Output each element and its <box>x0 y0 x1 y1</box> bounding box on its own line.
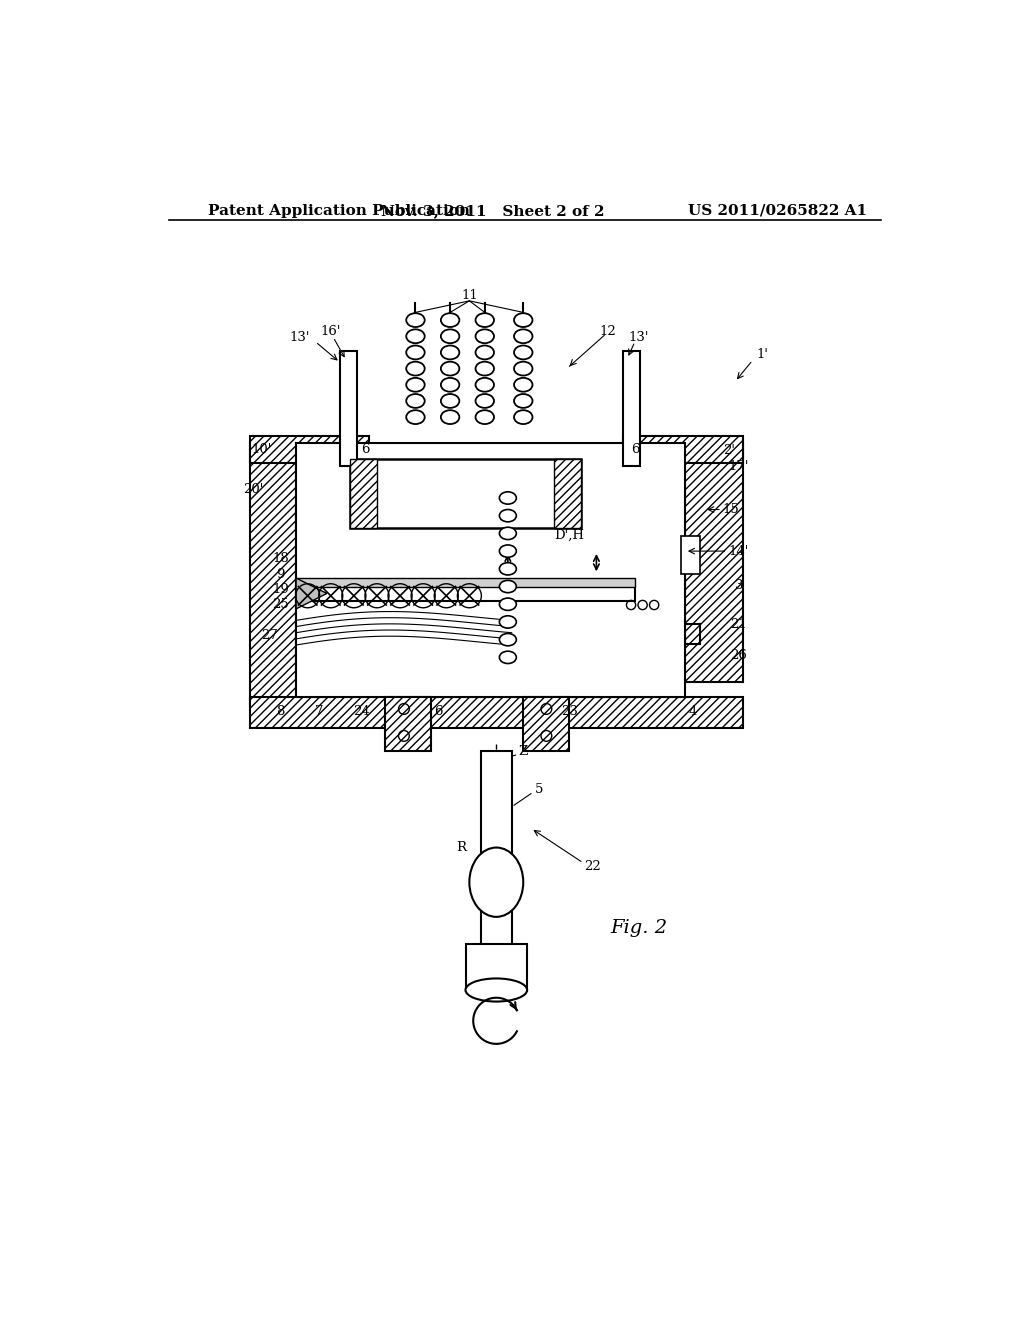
Text: 13': 13' <box>290 331 310 345</box>
Text: 4: 4 <box>688 705 697 718</box>
Text: 24: 24 <box>353 705 370 718</box>
Text: 1': 1' <box>756 348 768 362</box>
Text: Z: Z <box>518 744 528 758</box>
Ellipse shape <box>441 395 460 408</box>
Bar <box>296 586 635 601</box>
Ellipse shape <box>475 330 494 343</box>
Text: 13': 13' <box>629 331 649 345</box>
Bar <box>554 459 581 528</box>
Text: 7: 7 <box>315 705 324 718</box>
Ellipse shape <box>500 492 516 504</box>
Ellipse shape <box>514 378 532 392</box>
Text: 27: 27 <box>261 630 278 643</box>
Text: 26: 26 <box>730 648 748 661</box>
Text: 9: 9 <box>276 568 285 581</box>
Text: Fig. 2: Fig. 2 <box>610 920 668 937</box>
Ellipse shape <box>475 346 494 359</box>
Bar <box>250 697 742 729</box>
Polygon shape <box>296 578 327 609</box>
Bar <box>340 351 357 466</box>
Text: 6: 6 <box>434 705 442 718</box>
Ellipse shape <box>475 411 494 424</box>
Ellipse shape <box>407 395 425 408</box>
Text: 17': 17' <box>729 459 750 473</box>
Ellipse shape <box>469 847 523 917</box>
Text: 19: 19 <box>272 583 289 597</box>
Ellipse shape <box>514 346 532 359</box>
Text: 22: 22 <box>584 861 601 874</box>
Ellipse shape <box>441 330 460 343</box>
Bar <box>523 697 569 751</box>
Bar <box>385 697 431 751</box>
Text: 20': 20' <box>244 483 264 496</box>
Ellipse shape <box>475 395 494 408</box>
Text: 23: 23 <box>561 705 578 718</box>
Bar <box>624 351 640 466</box>
Ellipse shape <box>441 346 460 359</box>
Bar <box>350 459 377 528</box>
Text: 25: 25 <box>272 598 289 611</box>
Ellipse shape <box>500 581 516 593</box>
Text: 11: 11 <box>461 289 478 302</box>
Text: 8: 8 <box>276 705 285 718</box>
Ellipse shape <box>500 651 516 664</box>
Ellipse shape <box>441 411 460 424</box>
Bar <box>250 444 296 705</box>
Bar <box>250 436 370 462</box>
Ellipse shape <box>514 411 532 424</box>
Ellipse shape <box>514 313 532 327</box>
Bar <box>296 578 635 587</box>
Text: 18: 18 <box>272 552 289 565</box>
Text: 12: 12 <box>600 325 616 338</box>
Text: 6: 6 <box>361 444 370 455</box>
Text: 15: 15 <box>723 503 739 516</box>
Ellipse shape <box>514 395 532 408</box>
Text: 14': 14' <box>729 545 749 557</box>
Ellipse shape <box>441 313 460 327</box>
Text: 5: 5 <box>535 783 543 796</box>
Ellipse shape <box>514 330 532 343</box>
Ellipse shape <box>500 615 516 628</box>
Ellipse shape <box>500 598 516 610</box>
Ellipse shape <box>407 313 425 327</box>
Ellipse shape <box>441 378 460 392</box>
Ellipse shape <box>500 562 516 576</box>
Ellipse shape <box>407 378 425 392</box>
Bar <box>685 444 742 682</box>
Ellipse shape <box>407 362 425 376</box>
Ellipse shape <box>441 362 460 376</box>
Text: R: R <box>457 841 467 854</box>
Text: 21: 21 <box>730 618 748 631</box>
Text: 6: 6 <box>631 444 639 455</box>
Ellipse shape <box>407 330 425 343</box>
Ellipse shape <box>500 510 516 521</box>
Ellipse shape <box>475 313 494 327</box>
Ellipse shape <box>407 411 425 424</box>
Ellipse shape <box>500 527 516 540</box>
Text: 3: 3 <box>734 579 743 593</box>
Ellipse shape <box>466 978 527 1002</box>
Text: US 2011/0265822 A1: US 2011/0265822 A1 <box>688 203 867 218</box>
Text: Patent Application Publication: Patent Application Publication <box>208 203 470 218</box>
Ellipse shape <box>475 378 494 392</box>
Ellipse shape <box>475 362 494 376</box>
Bar <box>296 444 685 697</box>
Text: Nov. 3, 2011   Sheet 2 of 2: Nov. 3, 2011 Sheet 2 of 2 <box>381 203 604 218</box>
Bar <box>624 436 742 462</box>
Text: D',H: D',H <box>554 529 585 543</box>
Ellipse shape <box>407 346 425 359</box>
Bar <box>350 459 581 528</box>
Text: 16': 16' <box>321 325 341 338</box>
Ellipse shape <box>514 362 532 376</box>
Ellipse shape <box>500 545 516 557</box>
Ellipse shape <box>500 634 516 645</box>
Text: 2': 2' <box>724 445 735 458</box>
Bar <box>681 536 700 574</box>
Bar <box>466 944 527 990</box>
Text: 10': 10' <box>251 444 271 455</box>
Bar <box>481 751 512 966</box>
